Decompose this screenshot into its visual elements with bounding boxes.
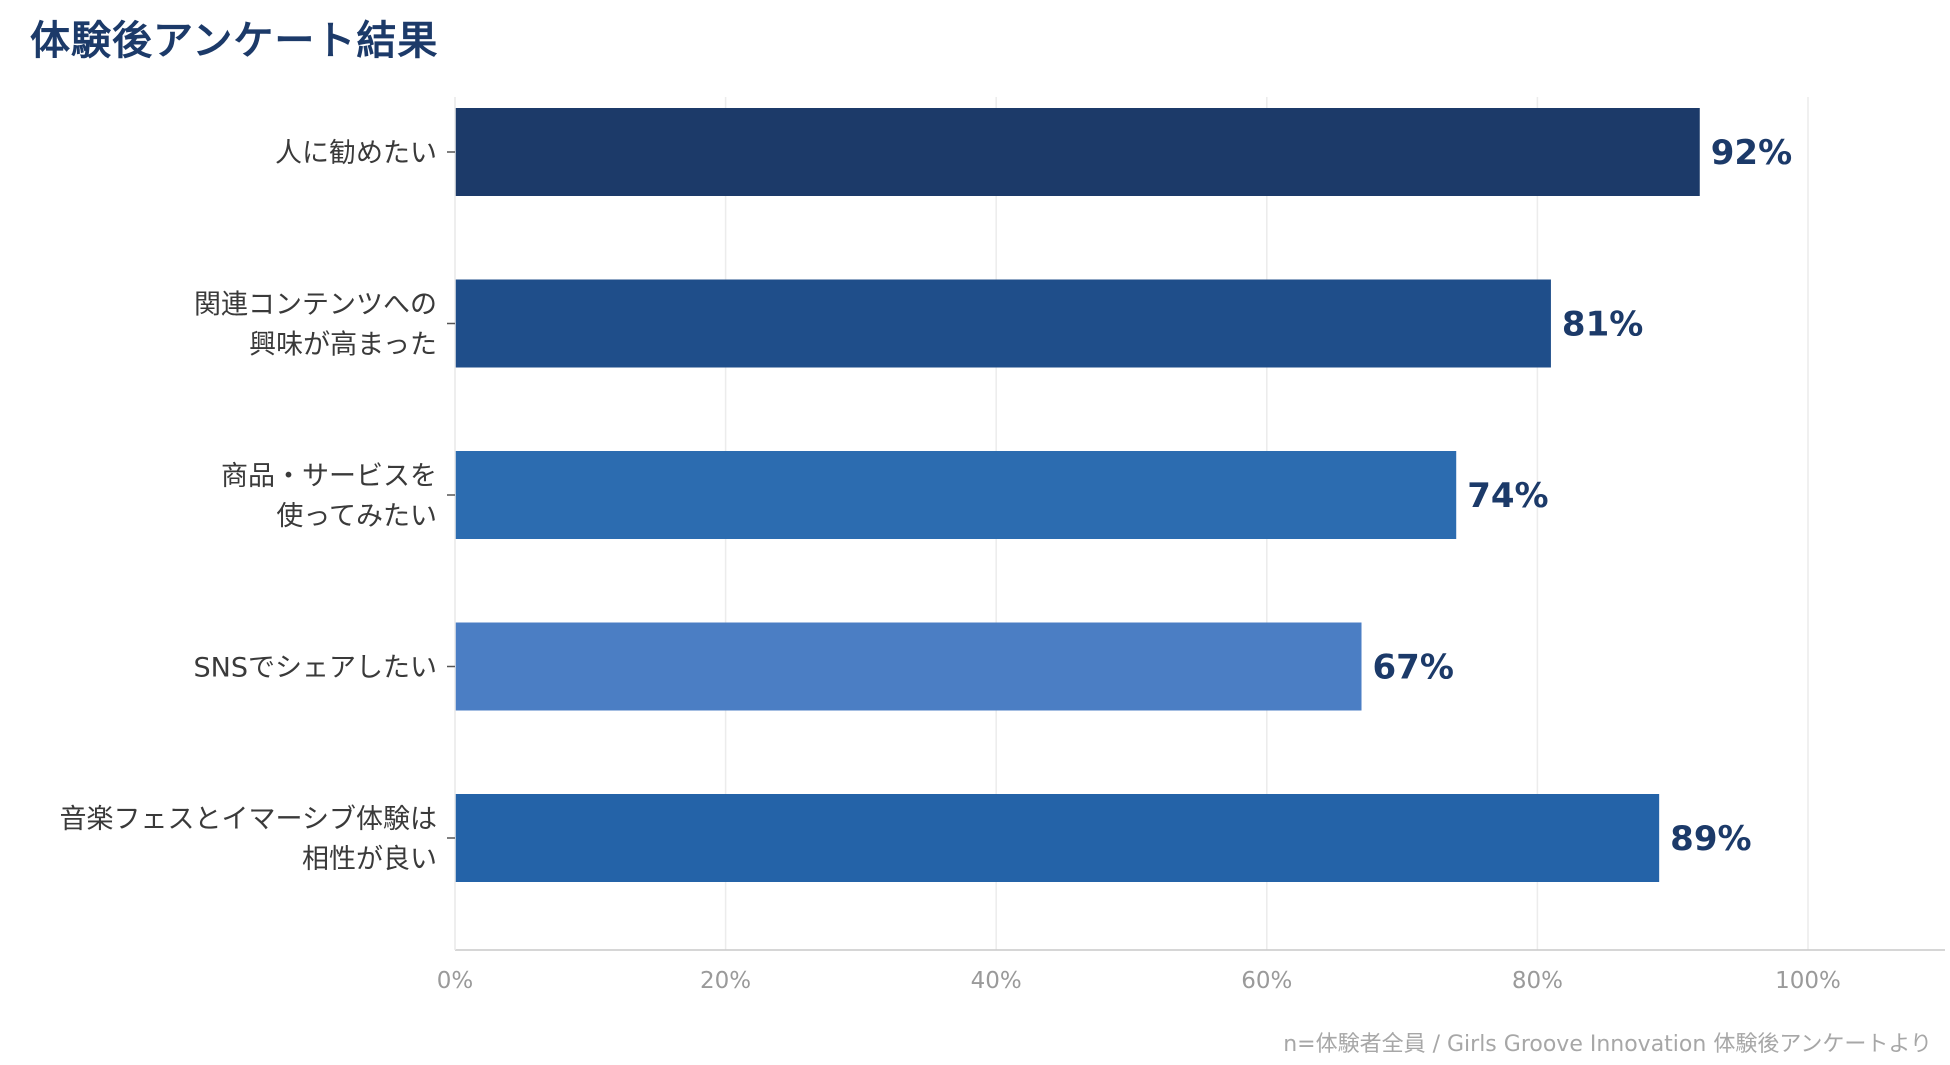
bar-4 bbox=[455, 622, 1362, 711]
value-label-1: 92% bbox=[1711, 133, 1792, 173]
value-label-2: 81% bbox=[1562, 305, 1643, 345]
bar-2 bbox=[455, 279, 1551, 368]
bar-1 bbox=[455, 108, 1700, 196]
category-label-4: SNSでシェアしたい bbox=[194, 653, 437, 684]
x-tick-label-20: 20% bbox=[700, 968, 751, 994]
category-label-line: 使ってみたい bbox=[276, 501, 437, 532]
x-tick-label-80: 80% bbox=[1512, 968, 1563, 994]
category-label-line: 商品・サービスを bbox=[221, 461, 437, 492]
chart-footnote: n=体験者全員 / Girls Groove Innovation 体験後アンケ… bbox=[1283, 1032, 1932, 1057]
category-label-5: 音楽フェスとイマーシブ体験は相性が良い bbox=[60, 804, 437, 875]
value-label-3: 74% bbox=[1467, 476, 1548, 516]
category-label-line: 興味が高まった bbox=[249, 330, 437, 361]
bar-5 bbox=[455, 794, 1660, 882]
category-label-1: 人に勧めたい bbox=[275, 138, 437, 169]
category-label-line: 人に勧めたい bbox=[275, 138, 437, 169]
category-label-3: 商品・サービスを使ってみたい bbox=[221, 461, 437, 532]
x-tick-label-0: 0% bbox=[437, 968, 474, 994]
category-label-line: 音楽フェスとイマーシブ体験は bbox=[60, 804, 437, 835]
category-label-line: SNSでシェアしたい bbox=[194, 653, 437, 684]
x-tick-label-100: 100% bbox=[1775, 968, 1841, 994]
labels: 0% 20% 40% 60% 80% 100% 92% 人に勧めたい 81% 関連コンテンツへの興… bbox=[60, 133, 1841, 994]
x-tick-label-40: 40% bbox=[971, 968, 1022, 994]
category-label-line: 相性が良い bbox=[302, 844, 437, 875]
value-label-5: 89% bbox=[1670, 819, 1751, 859]
axes bbox=[447, 97, 1945, 951]
category-label-line: 関連コンテンツへの bbox=[194, 290, 437, 321]
chart-title: 体験後アンケート結果 bbox=[30, 18, 439, 64]
bar-3 bbox=[455, 451, 1457, 539]
value-label-4: 67% bbox=[1373, 648, 1454, 688]
category-label-2: 関連コンテンツへの興味が高まった bbox=[194, 290, 437, 361]
x-tick-label-60: 60% bbox=[1241, 968, 1292, 994]
bars bbox=[455, 108, 1700, 882]
